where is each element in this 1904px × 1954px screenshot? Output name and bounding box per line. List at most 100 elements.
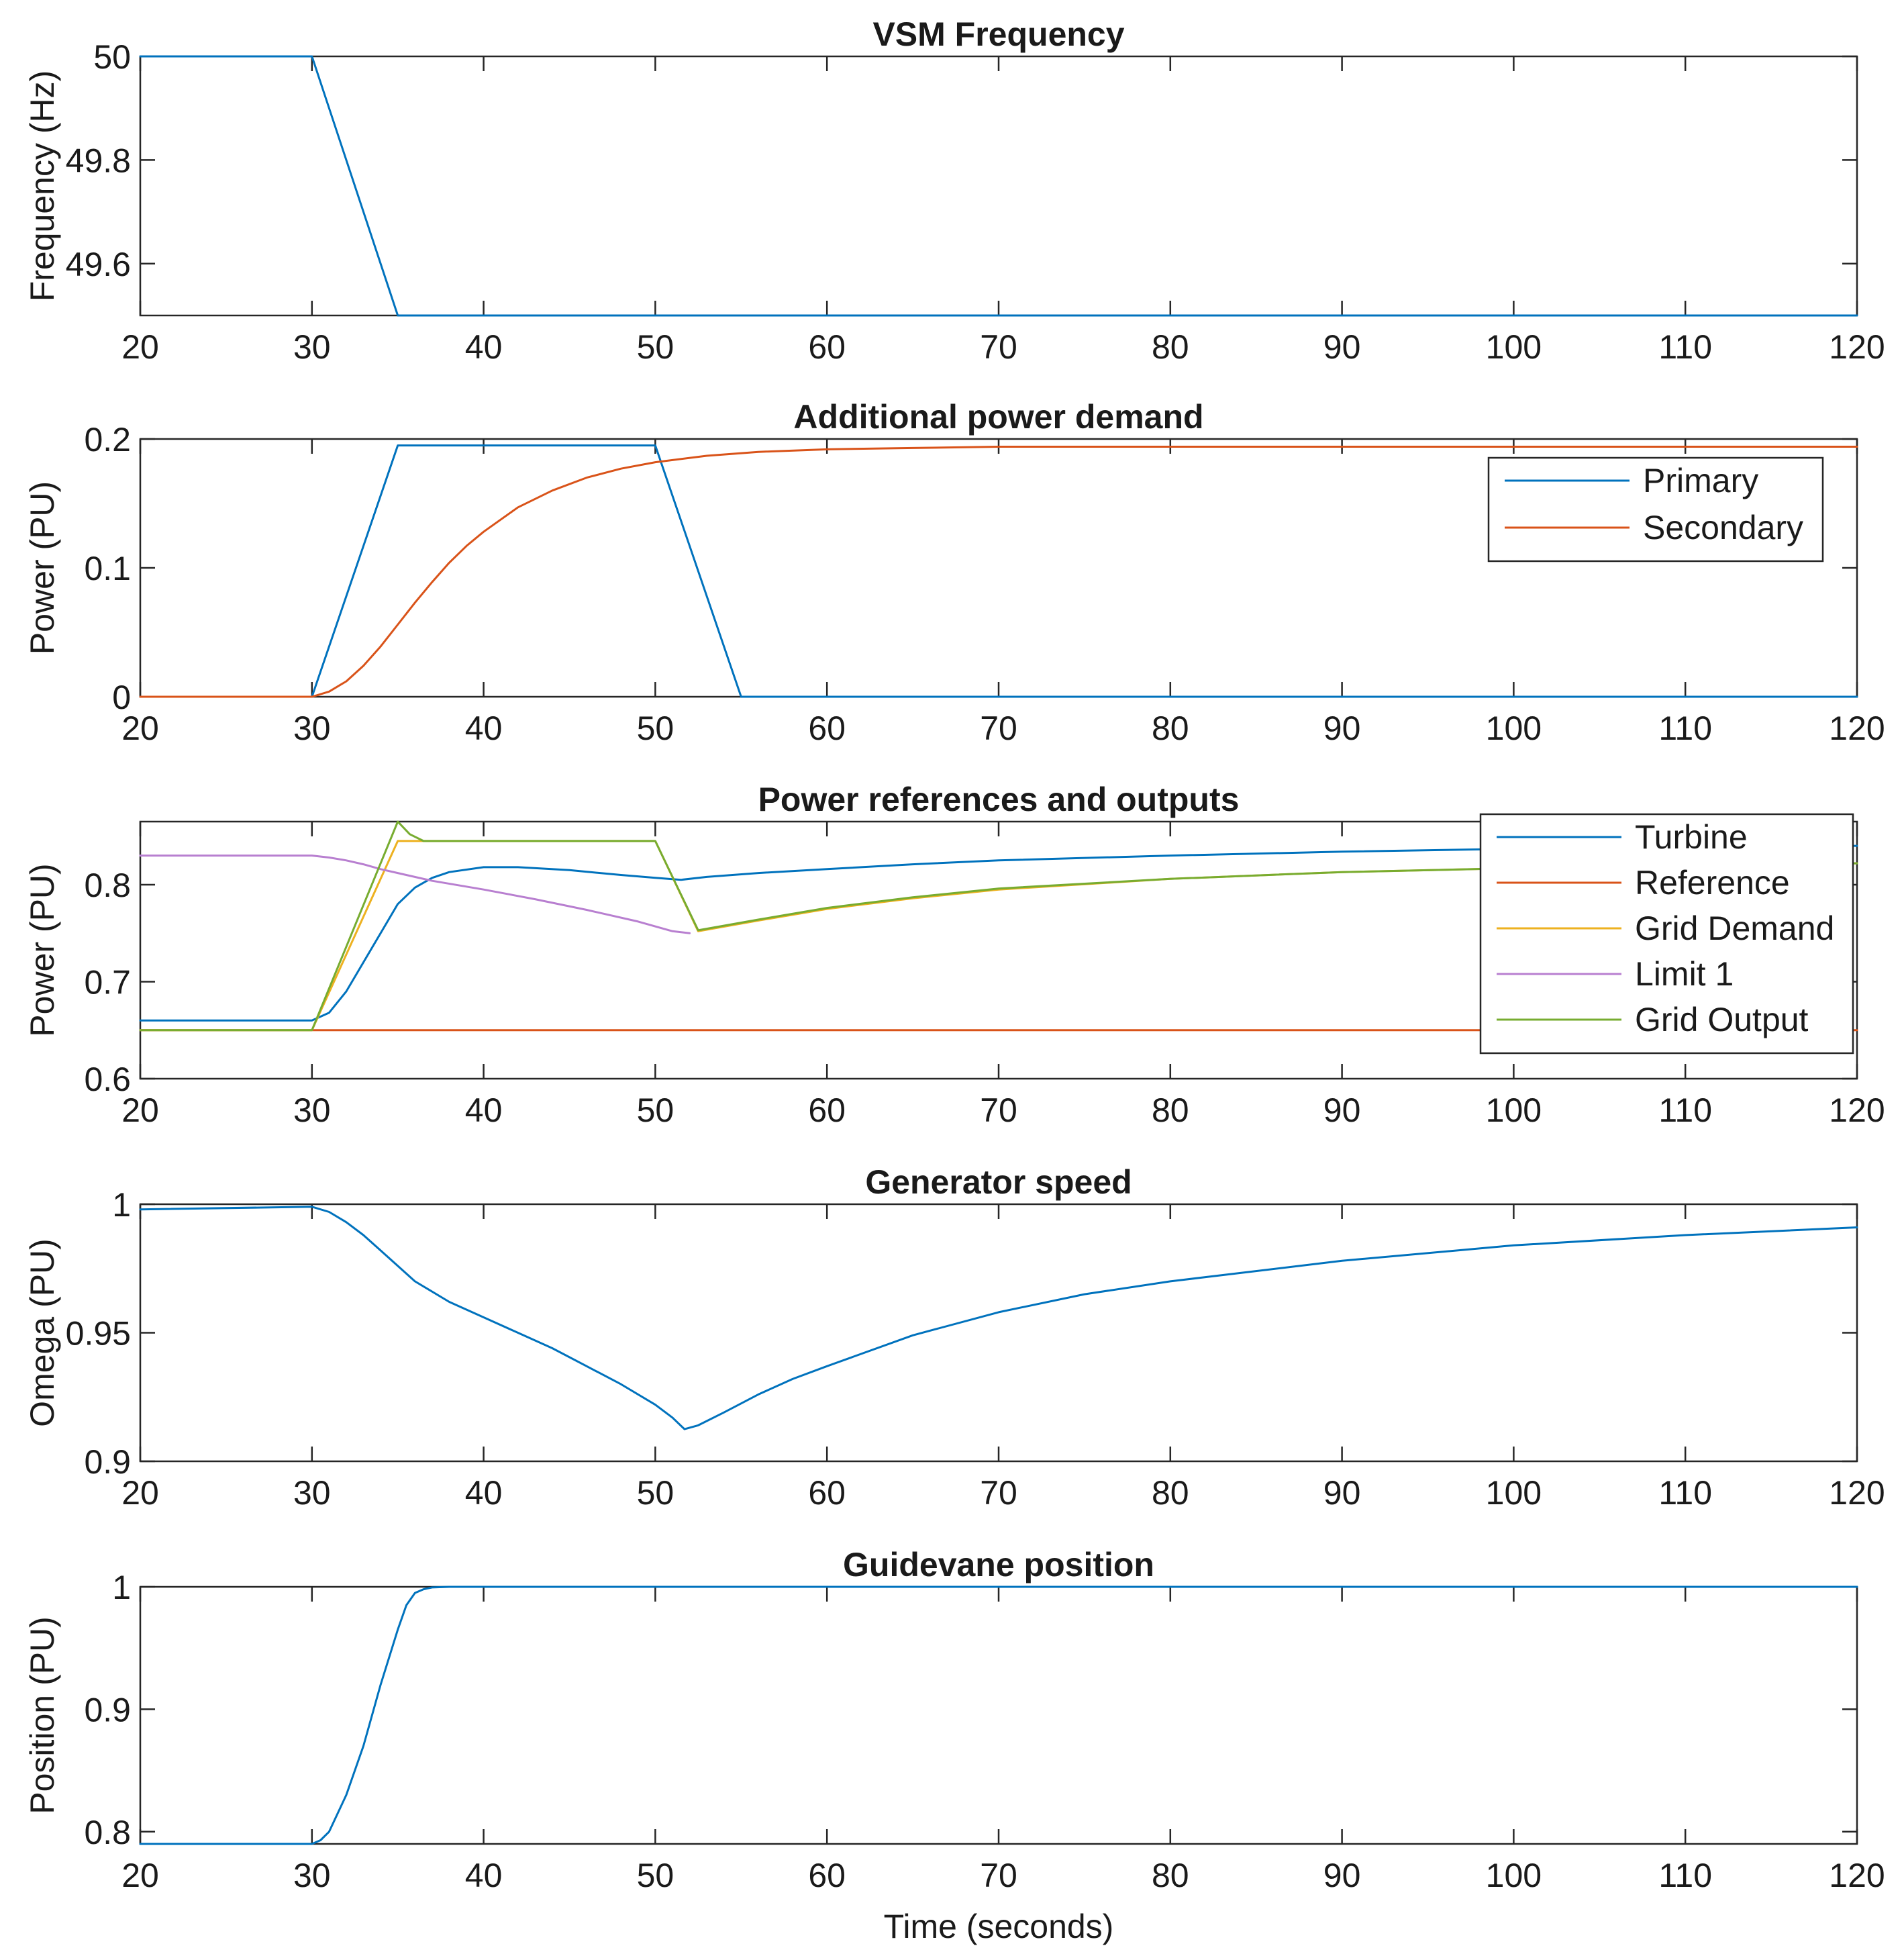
x-tick-label: 110 [1658,710,1712,747]
y-tick-label: 0.9 [84,1691,131,1728]
y-tick-label: 0.7 [84,963,131,1001]
x-tick-label: 30 [293,1091,331,1129]
plot-frame [139,55,1858,317]
x-tick-label: 50 [637,1474,674,1512]
x-tick-label: 90 [1323,328,1361,366]
x-tick-label: 80 [1152,710,1189,747]
x-tick-label: 70 [980,1857,1017,1894]
legend-label: Limit 1 [1635,955,1734,993]
x-tick-label: 60 [808,328,846,366]
x-tick-label: 30 [293,710,331,747]
x-tick-label: 90 [1323,1091,1361,1129]
x-tick-label: 120 [1829,1091,1885,1129]
legend-box [1479,813,1854,1055]
panel-additional-power-demand: Additional power demand Power (PU) 20 30 4… [23,398,1885,747]
x-tick-label: 20 [121,1474,159,1512]
y-tick-label: 0.95 [66,1315,131,1353]
x-tick-label: 110 [1658,1474,1712,1512]
legend-box [1487,456,1824,563]
x-tick-label: 120 [1829,710,1885,747]
x-tick-label: 90 [1323,710,1361,747]
x-tick-label: 20 [121,710,159,747]
x-tick-label: 100 [1486,328,1542,366]
x-tick-label: 120 [1829,1474,1885,1512]
x-tick-label: 70 [980,328,1017,366]
x-tick-label: 40 [465,710,503,747]
panel-title: Generator speed [865,1163,1132,1201]
y-tick-label: 0.9 [84,1443,131,1481]
x-tick-label: 100 [1486,1474,1542,1512]
series-line-limit-1 [139,854,691,934]
x-tick-label: 20 [121,1857,159,1894]
y-tick-label: 49.6 [66,246,131,283]
x-tick-label: 40 [465,1474,503,1512]
x-tick-label: 60 [808,1091,846,1129]
x-tick-label: 70 [980,1474,1017,1512]
plot-frame [139,1203,1858,1463]
x-tick-label: 20 [121,1091,159,1129]
panel-vsm-frequency: VSM Frequency Frequency (Hz) 20 30 40 50 60 7… [23,15,1885,366]
y-tick-label: 0.2 [84,421,131,458]
y-tick-label: 0.8 [84,1814,131,1851]
x-tick-label: 70 [980,1091,1017,1129]
y-tick-label: 0.8 [84,867,131,904]
y-axis-label: Power (PU) [23,863,61,1036]
y-axis-label: Omega (PU) [23,1238,61,1427]
legend-label: Reference [1635,864,1790,901]
series-line-turbine [139,844,1858,1022]
y-axis-label: Position (PU) [23,1616,61,1814]
x-tick-label: 110 [1658,1857,1712,1894]
legend-label: Grid Demand [1635,910,1834,947]
x-tick-label: 110 [1658,328,1712,366]
y-tick-label: 1 [112,1569,131,1606]
series-line-grid-output [139,820,1858,1032]
x-tick-label: 120 [1829,328,1885,366]
x-tick-label: 50 [637,710,674,747]
panel-guidevane-position: Guidevane position Position (PU) Time (s… [23,1546,1885,1945]
x-tick-label: 120 [1829,1857,1885,1894]
x-tick-label: 20 [121,328,159,366]
panel-title: Additional power demand [793,398,1203,436]
y-tick-label: 1 [112,1186,131,1224]
y-axis-label: Frequency (Hz) [23,70,61,302]
panel-title: VSM Frequency [872,15,1124,53]
x-tick-label: 50 [637,1091,674,1129]
series-line-secondary [139,446,1858,698]
y-axis-label: Power (PU) [23,481,61,654]
x-tick-label: 60 [808,1857,846,1894]
x-tick-label: 30 [293,328,331,366]
x-tick-label: 80 [1152,1857,1189,1894]
x-tick-label: 60 [808,710,846,747]
x-tick-label: 40 [465,1857,503,1894]
panel-title: Power references and outputs [758,781,1240,818]
panel-title: Guidevane position [843,1546,1154,1583]
plot-frame [139,1585,1858,1845]
x-tick-label: 30 [293,1857,331,1894]
series-line [139,1585,1858,1845]
x-tick-label: 40 [465,1091,503,1129]
x-tick-label: 50 [637,1857,674,1894]
x-tick-label: 80 [1152,1474,1189,1512]
legend-label: Turbine [1635,818,1748,856]
series-line [139,55,1858,317]
x-tick-label: 40 [465,328,503,366]
x-tick-label: 50 [637,328,674,366]
x-tick-label: 30 [293,1474,331,1512]
x-tick-label: 110 [1658,1091,1712,1129]
panel-power-references-outputs: Power references and outputs Power (PU) … [23,781,1885,1129]
legend-label: Secondary [1643,509,1803,546]
x-tick-label: 100 [1486,1091,1542,1129]
x-tick-label: 80 [1152,328,1189,366]
x-tick-label: 100 [1486,710,1542,747]
x-tick-label: 100 [1486,1857,1542,1894]
series-line [139,1206,1858,1430]
legend-label: Grid Output [1635,1001,1809,1038]
y-tick-label: 50 [93,38,131,76]
x-axis-label: Time (seconds) [884,1908,1114,1945]
x-tick-label: 80 [1152,1091,1189,1129]
x-tick-label: 90 [1323,1857,1361,1894]
panel-generator-speed: Generator speed Omega (PU) 20 30 40 50 60 70 8… [23,1163,1885,1512]
legend-label: Primary [1643,462,1758,499]
y-tick-label: 0.6 [84,1061,131,1098]
